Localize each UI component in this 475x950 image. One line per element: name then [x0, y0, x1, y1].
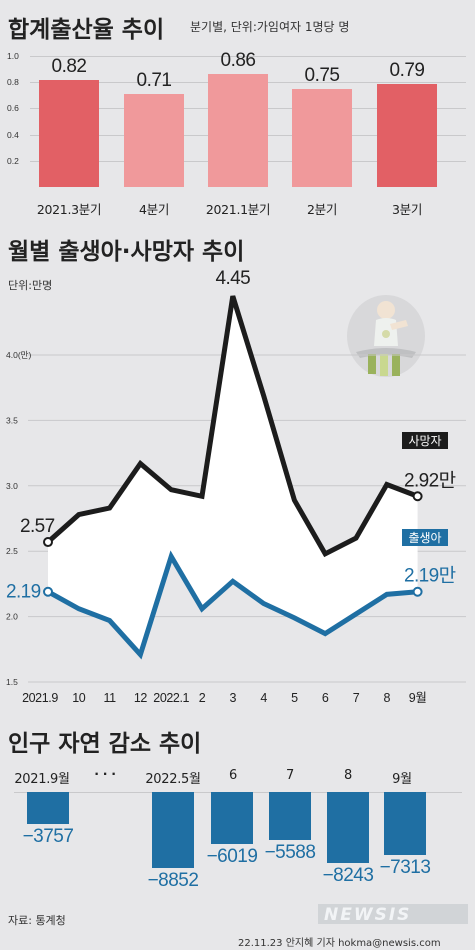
birth-last-label: 2.19만: [404, 565, 456, 587]
fertility-value-label: 0.71: [136, 69, 172, 91]
death-last-label: 2.92만: [404, 469, 456, 491]
x-tick-label: 4: [260, 691, 267, 705]
population-bar: [384, 792, 426, 855]
birth-first-label: 2.19: [6, 582, 41, 603]
population-value-label: −3757: [22, 826, 74, 848]
y-tick-label: 2.5: [6, 546, 18, 556]
y-tick-label: 0.4: [7, 129, 19, 140]
population-category-label: 9월: [392, 772, 412, 787]
fertility-title: 합계출산율 추이: [8, 17, 165, 43]
fertility-category-label: 3분기: [391, 202, 423, 217]
population-value-label: −7313: [379, 856, 431, 878]
population-value-label: −8852: [147, 870, 199, 891]
area-between-series: [48, 296, 418, 655]
birth-endpoint: [412, 586, 423, 597]
death-legend-box: [402, 432, 448, 449]
birth-legend-box: [402, 529, 448, 546]
death-series-line: [46, 295, 419, 558]
death-peak-label: 4.45: [216, 268, 251, 289]
y-tick-label: 2.0: [6, 612, 18, 622]
y-tick-label: 0.2: [7, 155, 19, 166]
death-first-label: 2.57: [20, 516, 55, 537]
fertility-subtitle: 분기별, 단위:가임여자 1명당 명: [190, 20, 350, 34]
population-bar: [27, 792, 69, 825]
newsis-logo: NEWSIS: [318, 904, 468, 925]
fertility-bar: [208, 74, 268, 187]
population-title: 인구 자연 감소 추이: [8, 731, 202, 757]
fertility-category-label: 2분기: [306, 202, 338, 217]
x-tick-label: 8: [384, 691, 391, 705]
fertility-category-label: 4분기: [138, 202, 170, 217]
fertility-value-label: 0.79: [389, 59, 425, 81]
fertility-bar: [124, 93, 184, 187]
population-category-label: 2021.9월: [14, 772, 70, 787]
y-tick-label: 4.0(만): [6, 350, 31, 360]
death-endpoint: [412, 491, 423, 502]
fertility-bar: [292, 88, 352, 187]
population-value-label: −8243: [322, 864, 374, 886]
fertility-value-label: 0.75: [304, 64, 340, 86]
x-tick-label: 7: [353, 691, 360, 705]
y-tick-label: 0.8: [7, 77, 19, 88]
fertility-category-label: 2021.1분기: [205, 202, 271, 217]
birth-endpoint: [43, 586, 53, 597]
population-bar: [269, 792, 311, 840]
x-tick-label: 2022.1: [153, 691, 189, 705]
fertility-bar: [377, 83, 437, 187]
monthly-line-svg: 4.0(만) 3.5 3.0 2.5 2.0 1.5 2021.9 10 11 12 2022.1 2…: [6, 268, 466, 705]
birth-legend-label: 출생아: [408, 531, 441, 545]
birth-series-line: [46, 550, 418, 660]
x-tick-label: 2021.9: [22, 691, 58, 705]
death-legend-label: 사망자: [408, 434, 441, 448]
y-tick-label: 0.6: [7, 103, 19, 114]
x-tick-label: 5: [291, 691, 298, 705]
fertility-value-label: 0.82: [51, 55, 87, 77]
y-tick-label: 1.0: [7, 51, 19, 61]
death-endpoint: [43, 537, 53, 548]
source-label: 자료: 통계청: [8, 914, 66, 927]
x-tick-label: 6: [322, 691, 329, 705]
y-tick-label: 3.0: [6, 481, 18, 491]
x-tick-label: 10: [72, 691, 86, 705]
population-bar: [152, 792, 194, 868]
x-tick-label: 2: [199, 691, 206, 705]
y-tick-label: 1.5: [6, 677, 18, 687]
fertility-bar: [39, 79, 99, 187]
population-value-label: −5588: [264, 841, 316, 863]
fertility-value-label: 0.86: [220, 50, 256, 72]
monthly-title: 월별 출생아·사망자 추이: [8, 239, 245, 265]
population-bar: [211, 792, 253, 844]
ellipsis-label: · · ·: [94, 766, 116, 781]
x-tick-label: 3: [230, 691, 237, 705]
credit-label: 22.11.23 안지혜 기자 hokma@newsis.com: [238, 938, 441, 949]
population-bar: [327, 792, 369, 863]
monthly-unit: 단위:만명: [8, 279, 53, 292]
y-tick-label: 3.5: [6, 415, 18, 425]
population-category-label: 2022.5월: [145, 772, 201, 787]
gridline: [30, 56, 466, 57]
population-value-label: −6019: [206, 845, 258, 867]
x-tick-label: 12: [134, 691, 148, 705]
x-tick-label: 9월: [409, 691, 427, 705]
fertility-category-label: 2021.3분기: [36, 202, 102, 217]
population-category-label: 7: [286, 768, 294, 783]
population-category-label: 8: [344, 768, 352, 783]
population-category-label: 6: [229, 768, 237, 783]
x-tick-label: 11: [104, 691, 117, 705]
